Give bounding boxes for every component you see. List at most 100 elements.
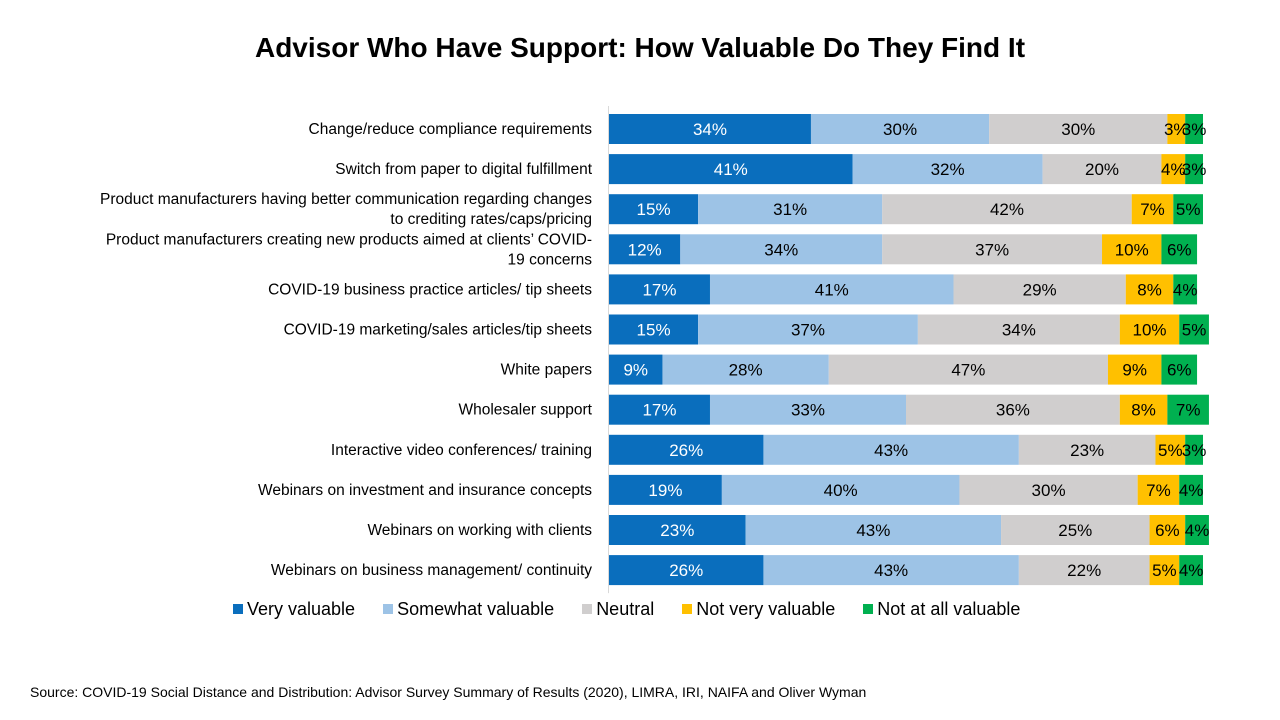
bar-segment [1131, 194, 1174, 225]
bar-segment [609, 314, 699, 345]
data-label: 43% [874, 441, 908, 460]
data-label: 7% [1140, 200, 1165, 219]
bar-segment [1102, 234, 1162, 265]
bar-segment [1161, 234, 1198, 265]
data-label: 23% [1070, 441, 1104, 460]
bar-segment [698, 194, 883, 225]
legend-label: Somewhat valuable [397, 598, 555, 619]
legend-label: Neutral [596, 598, 655, 619]
data-label: 19% [648, 481, 682, 500]
legend-label: Not very valuable [696, 598, 836, 619]
bar-segment [609, 194, 699, 225]
bar-segment [609, 154, 853, 185]
bar-segment [906, 394, 1120, 425]
data-label: 29% [1023, 280, 1057, 299]
bar-segment [1185, 114, 1203, 144]
bar-segment [1173, 274, 1198, 305]
legend-swatch [582, 604, 593, 614]
data-label: 32% [931, 160, 965, 179]
source-note: Source: COVID-19 Social Distance and Dis… [30, 684, 867, 700]
bar-segment [609, 234, 681, 265]
data-label: 41% [714, 160, 748, 179]
category-label: Switch from paper to digital fulfillment [335, 161, 592, 178]
data-label: 3% [1182, 120, 1207, 139]
data-label: 4% [1179, 481, 1204, 500]
bar-segment [1042, 154, 1162, 185]
data-label: 34% [1002, 321, 1036, 340]
bar-segment [1167, 114, 1186, 144]
bar-segment [882, 234, 1103, 265]
bar-segment [1179, 314, 1209, 345]
bar-segment [609, 515, 746, 545]
category-label: White papers [501, 362, 593, 379]
bar-segment [1167, 394, 1209, 425]
bar-segment [1185, 154, 1203, 185]
bar-segment [609, 434, 764, 465]
bar-segment [609, 354, 663, 385]
data-label: 6% [1167, 361, 1192, 380]
data-label: 3% [1182, 441, 1207, 460]
data-label: 5% [1182, 321, 1207, 340]
bar-segment [810, 114, 990, 144]
bar-segment [609, 474, 722, 505]
data-label: 8% [1131, 401, 1156, 420]
data-label: 28% [729, 361, 763, 380]
bar-segment [609, 555, 764, 586]
bar-segment [852, 154, 1043, 185]
data-label: 5% [1158, 441, 1183, 460]
data-label: 30% [1061, 120, 1095, 139]
data-label: 7% [1146, 481, 1171, 500]
bar-segment [1125, 274, 1174, 305]
bar-segment [1173, 194, 1203, 225]
category-label: COVID-19 marketing/sales articles/tip sh… [284, 322, 593, 339]
bar-segment [1149, 555, 1180, 586]
category-label: Webinars on investment and insurance con… [258, 482, 592, 499]
legend-item: Not at all valuable [863, 599, 1020, 620]
bar-segment [1185, 434, 1203, 465]
data-label: 30% [1032, 481, 1066, 500]
data-label: 4% [1173, 280, 1198, 299]
data-label: 34% [764, 240, 798, 259]
bar-segment [745, 515, 1002, 545]
data-label: 47% [951, 361, 985, 380]
data-label: 37% [791, 321, 825, 340]
bar-segment [1185, 515, 1209, 545]
legend-item: Not very valuable [682, 599, 835, 620]
bar-segment [1149, 515, 1186, 545]
data-label: 36% [996, 401, 1030, 420]
bar-segment [763, 555, 1019, 586]
bar-segment [1107, 354, 1162, 385]
legend-item: Very valuable [233, 599, 355, 620]
legend-label: Very valuable [247, 598, 356, 619]
bar-segment [609, 114, 811, 144]
bar-segment [882, 194, 1132, 225]
data-label: 43% [856, 521, 890, 540]
data-label: 4% [1161, 160, 1186, 179]
bar-segment [917, 314, 1120, 345]
legend-item: Neutral [582, 599, 654, 620]
data-label: 23% [660, 521, 694, 540]
data-label: 34% [693, 120, 727, 139]
data-label: 5% [1176, 200, 1201, 219]
data-label: 7% [1176, 401, 1201, 420]
data-label: 6% [1167, 240, 1192, 259]
bar-segment [709, 394, 906, 425]
category-label: Wholesaler support [458, 402, 592, 419]
bar-segment [1119, 314, 1180, 345]
bar-segment [763, 434, 1019, 465]
bar-segment [1179, 474, 1203, 505]
bar-segment [828, 354, 1108, 385]
bar-segment [1137, 474, 1180, 505]
data-label: 10% [1133, 321, 1167, 340]
data-label: 8% [1137, 280, 1162, 299]
bar-segment [1161, 154, 1186, 185]
category-label: Change/reduce compliance requirements [309, 121, 593, 138]
data-label: 42% [990, 200, 1024, 219]
data-label: 26% [669, 561, 703, 580]
data-label: 6% [1155, 521, 1180, 540]
category-label: Product manufacturers having better comm… [100, 191, 592, 228]
chart-title: Advisor Who Have Support: How Valuable D… [254, 32, 1026, 63]
bar-segment [609, 274, 710, 305]
data-label: 4% [1185, 521, 1210, 540]
